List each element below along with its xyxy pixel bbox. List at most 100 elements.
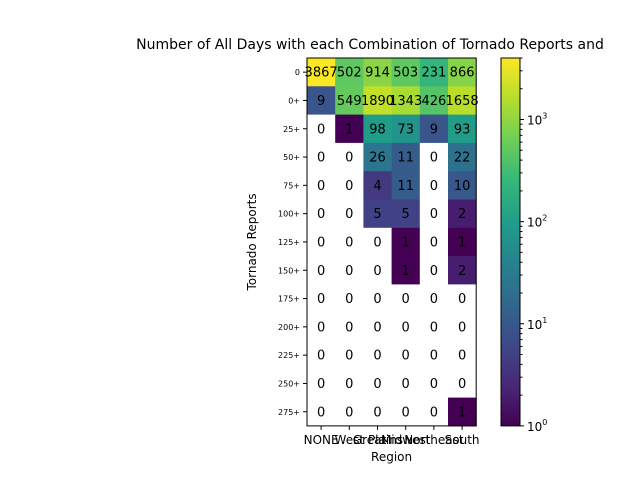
cell-value-label: 0 bbox=[430, 349, 438, 364]
heatmap-cell bbox=[335, 86, 364, 115]
cell-value-label: 0 bbox=[345, 235, 353, 250]
heatmap-cell bbox=[448, 284, 477, 314]
cell-value-label: 0 bbox=[402, 377, 410, 392]
heatmap-cell bbox=[391, 397, 421, 427]
heatmap-cell bbox=[419, 86, 449, 115]
cell-value-label: 0 bbox=[317, 264, 325, 279]
cell-value-label: 3867 bbox=[305, 66, 338, 81]
heatmap-cell bbox=[335, 284, 364, 314]
heatmap-cell bbox=[307, 284, 336, 314]
heatmap-cell bbox=[307, 114, 336, 144]
heatmap-cell bbox=[419, 284, 449, 314]
heatmap-cell bbox=[363, 199, 392, 229]
cell-value-label: 0 bbox=[317, 405, 325, 420]
cell-value-label: 11 bbox=[397, 151, 414, 166]
heatmap-cell bbox=[307, 312, 336, 342]
heatmap-cell bbox=[419, 227, 449, 257]
cell-value-label: 0 bbox=[317, 207, 325, 222]
cell-value-label: 0 bbox=[345, 179, 353, 194]
cell-value-label: 0 bbox=[317, 377, 325, 392]
x-tick-label: Midwest bbox=[381, 433, 431, 447]
heatmap-cell bbox=[391, 142, 421, 172]
cell-value-label: 98 bbox=[369, 122, 386, 137]
heatmap-cell bbox=[335, 114, 364, 144]
cell-value-label: 0 bbox=[373, 349, 381, 364]
heatmap-cell bbox=[335, 312, 364, 342]
heatmap-cell bbox=[335, 199, 364, 229]
x-tick-label: Northeast bbox=[404, 433, 464, 447]
heatmap-cell bbox=[448, 114, 477, 144]
cell-value-label: 93 bbox=[454, 122, 471, 137]
heatmap-cell bbox=[419, 256, 449, 285]
heatmap-cell bbox=[363, 369, 392, 398]
cell-value-label: 0 bbox=[317, 320, 325, 335]
cell-value-label: 0 bbox=[317, 151, 325, 166]
heatmap-cell bbox=[419, 199, 449, 229]
heatmap-cell bbox=[363, 397, 392, 427]
heatmap-cell bbox=[448, 256, 477, 285]
heatmap-cell bbox=[307, 341, 336, 370]
heatmap-cell bbox=[419, 341, 449, 370]
heatmap-cell bbox=[448, 369, 477, 398]
heatmap-cell bbox=[307, 227, 336, 257]
heatmap-cells bbox=[307, 58, 477, 427]
cell-value-label: 5 bbox=[373, 207, 381, 222]
heatmap-cell bbox=[335, 171, 364, 200]
cell-value-label: 0 bbox=[430, 179, 438, 194]
heatmap-cell bbox=[391, 199, 421, 229]
colorbar-tick-label: 100 bbox=[527, 418, 547, 434]
heatmap-cell bbox=[363, 86, 392, 115]
cell-value-label: 9 bbox=[317, 94, 325, 109]
heatmap-cell bbox=[448, 171, 477, 200]
heatmap-cell bbox=[448, 397, 477, 427]
cell-value-label: 0 bbox=[373, 320, 381, 335]
heatmap-cell bbox=[391, 86, 421, 115]
heatmap-cell bbox=[419, 312, 449, 342]
heatmap-cell bbox=[391, 256, 421, 285]
heatmap-cell bbox=[391, 171, 421, 200]
y-tick-label: 225+ bbox=[278, 351, 300, 360]
cell-value-label: 0 bbox=[345, 292, 353, 307]
colorbar-tick-label: 103 bbox=[527, 111, 547, 127]
cell-value-label: 0 bbox=[458, 292, 466, 307]
y-axis-label: Tornado Reports bbox=[245, 193, 259, 291]
heatmap-cell bbox=[419, 397, 449, 427]
cell-value-label: 1 bbox=[458, 405, 466, 420]
cell-value-label: 0 bbox=[430, 405, 438, 420]
y-tick-label: 50+ bbox=[283, 153, 300, 162]
heatmap-cell bbox=[335, 227, 364, 257]
heatmap-cell bbox=[419, 369, 449, 398]
cell-value-label: 0 bbox=[373, 235, 381, 250]
cell-value-label: 0 bbox=[430, 320, 438, 335]
heatmap-cell bbox=[335, 341, 364, 370]
heatmap-cell bbox=[391, 227, 421, 257]
heatmap-cell bbox=[335, 142, 364, 172]
heatmap-cell bbox=[363, 58, 392, 87]
heatmap-cell bbox=[419, 114, 449, 144]
heatmap-cell bbox=[419, 142, 449, 172]
cell-value-label: 9 bbox=[430, 122, 438, 137]
x-tick-label: NONE bbox=[304, 433, 339, 447]
heatmap-cell bbox=[307, 369, 336, 398]
heatmap-cell bbox=[307, 397, 336, 427]
cell-value-label: 0 bbox=[373, 377, 381, 392]
cell-value-label: 0 bbox=[317, 235, 325, 250]
heatmap-cell bbox=[391, 284, 421, 314]
cell-value-label: 502 bbox=[337, 66, 362, 81]
y-tick-label: 175+ bbox=[278, 295, 300, 304]
cell-value-label: 0 bbox=[430, 377, 438, 392]
cell-value-label: 26 bbox=[369, 151, 386, 166]
cell-value-label: 1343 bbox=[389, 94, 422, 109]
heatmap-cell bbox=[335, 256, 364, 285]
cell-value-label: 0 bbox=[345, 320, 353, 335]
cell-value-label: 0 bbox=[402, 292, 410, 307]
cell-value-label: 0 bbox=[430, 292, 438, 307]
chart-title: Number of All Days with each Combination… bbox=[136, 37, 604, 53]
cell-value-label: 0 bbox=[373, 292, 381, 307]
cell-value-label: 0 bbox=[345, 264, 353, 279]
heatmap-cell bbox=[448, 86, 477, 115]
cell-value-label: 1 bbox=[458, 235, 466, 250]
